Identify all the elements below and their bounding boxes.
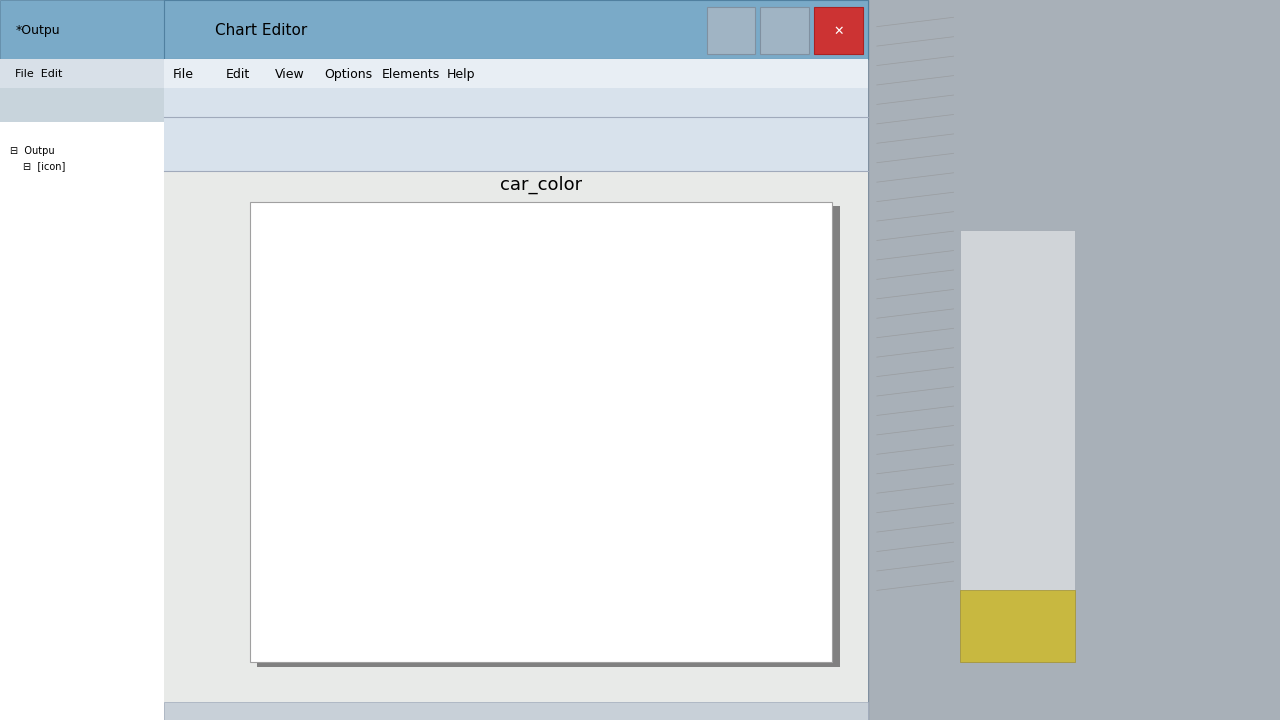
Text: Edit: Edit xyxy=(225,68,250,81)
Bar xyxy=(449,383,500,601)
Text: File: File xyxy=(173,68,193,81)
Text: Help: Help xyxy=(447,68,475,81)
Bar xyxy=(733,546,785,601)
Text: car_color: car_color xyxy=(499,176,582,194)
Text: File  Edit: File Edit xyxy=(15,69,63,79)
Text: *Outpu: *Outpu xyxy=(15,24,60,37)
Text: ✕: ✕ xyxy=(833,24,844,37)
Text: ⊟  Outpu: ⊟ Outpu xyxy=(10,146,55,156)
Text: Elements: Elements xyxy=(381,68,440,81)
Text: Options: Options xyxy=(324,68,372,81)
Text: Chart Editor: Chart Editor xyxy=(215,24,307,38)
Text: View: View xyxy=(275,68,305,81)
Text: ⊟  [icon]: ⊟ [icon] xyxy=(23,161,65,171)
Bar xyxy=(639,492,690,601)
Bar xyxy=(544,274,595,601)
Bar xyxy=(355,492,406,601)
X-axis label: car_color: car_color xyxy=(535,634,604,650)
Y-axis label: Frequency: Frequency xyxy=(291,382,305,461)
